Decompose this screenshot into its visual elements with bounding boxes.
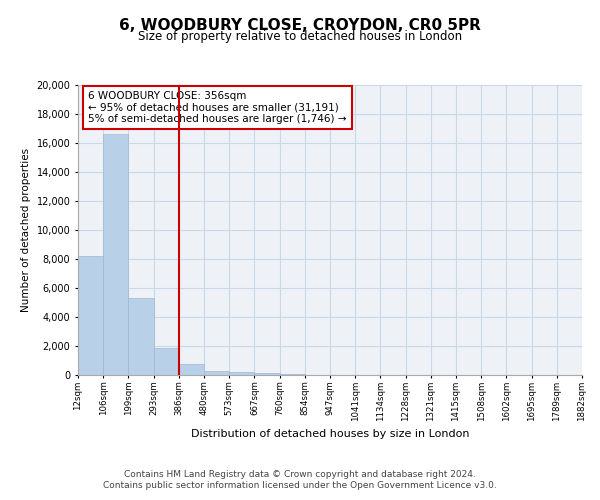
Bar — [78, 256, 103, 375]
Bar — [128, 298, 154, 375]
Text: 6 WOODBURY CLOSE: 356sqm
← 95% of detached houses are smaller (31,191)
5% of sem: 6 WOODBURY CLOSE: 356sqm ← 95% of detach… — [88, 91, 347, 124]
Bar — [280, 374, 305, 375]
Y-axis label: Number of detached properties: Number of detached properties — [21, 148, 31, 312]
Text: 6, WOODBURY CLOSE, CROYDON, CR0 5PR: 6, WOODBURY CLOSE, CROYDON, CR0 5PR — [119, 18, 481, 32]
Bar — [103, 134, 128, 375]
Bar — [229, 372, 254, 375]
Text: Size of property relative to detached houses in London: Size of property relative to detached ho… — [138, 30, 462, 43]
Text: Contains public sector information licensed under the Open Government Licence v3: Contains public sector information licen… — [103, 481, 497, 490]
Text: Contains HM Land Registry data © Crown copyright and database right 2024.: Contains HM Land Registry data © Crown c… — [124, 470, 476, 479]
Bar — [154, 348, 179, 375]
Bar — [179, 364, 204, 375]
X-axis label: Distribution of detached houses by size in London: Distribution of detached houses by size … — [191, 430, 469, 440]
Bar — [254, 373, 280, 375]
Bar — [204, 370, 229, 375]
